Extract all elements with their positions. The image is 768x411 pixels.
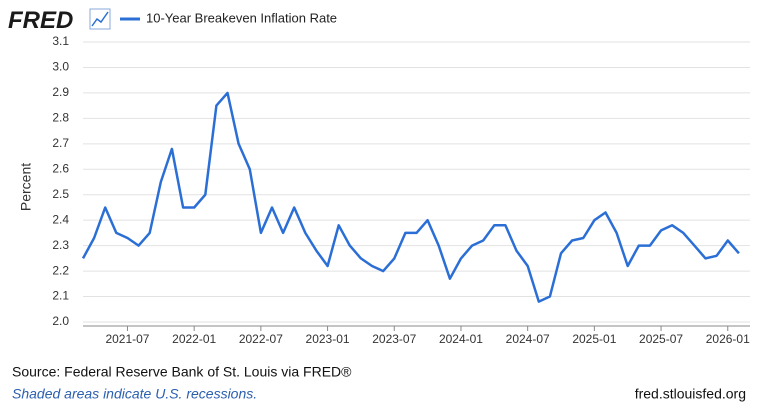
logo: FRED <box>8 7 73 34</box>
x-tick-label: 2024-01 <box>439 332 483 346</box>
x-tick-label: 2025-01 <box>572 332 616 346</box>
source: Source: Federal Reserve Bank of St. Loui… <box>12 364 352 380</box>
x-tick-label: 2024-07 <box>506 332 550 346</box>
y-tick-label: 2.6 <box>52 161 69 175</box>
y-tick-label: 2.1 <box>52 289 69 303</box>
y-tick-label: 2.7 <box>52 136 69 150</box>
x-tick-label: 2022-01 <box>172 332 216 346</box>
x-tick-label: 2021-07 <box>105 332 149 346</box>
y-tick-label: 3.0 <box>52 60 69 74</box>
y-tick-label: 2.2 <box>52 263 69 277</box>
y-tick-label: 2.8 <box>52 111 69 125</box>
series-line <box>81 91 740 303</box>
y-axis-label: Percent <box>18 163 34 211</box>
logo-icon <box>89 8 111 30</box>
y-tick-label: 2.4 <box>52 212 69 226</box>
recession-note: Shaded areas indicate U.S. recessions. <box>12 386 257 402</box>
x-tick-label: 2026-01 <box>706 332 750 346</box>
x-tick-label: 2023-01 <box>306 332 350 346</box>
site: fred.stlouisfed.org <box>635 386 746 402</box>
y-tick-label: 2.5 <box>52 187 69 201</box>
y-tick-label: 2.0 <box>52 314 69 328</box>
y-tick-label: 3.1 <box>52 34 69 48</box>
x-tick-label: 2022-07 <box>239 332 283 346</box>
x-tick-label: 2025-07 <box>639 332 683 346</box>
legend-label: 10-Year Breakeven Inflation Rate <box>146 10 337 25</box>
x-tick-label: 2023-07 <box>372 332 416 346</box>
y-tick-label: 2.3 <box>52 238 69 252</box>
y-tick-label: 2.9 <box>52 85 69 99</box>
